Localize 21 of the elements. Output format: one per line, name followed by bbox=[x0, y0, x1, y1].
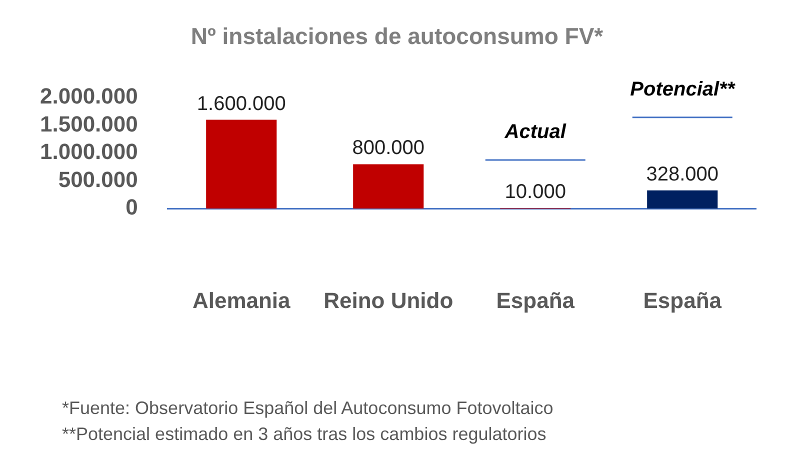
y-tick-label: 0 bbox=[126, 194, 138, 220]
data-label: 1.600.000 bbox=[196, 92, 286, 115]
data-label: 800.000 bbox=[352, 137, 425, 160]
chart-title: Nº instalaciones de autoconsumo FV* bbox=[190, 23, 604, 50]
bar bbox=[647, 190, 718, 209]
x-tick-label: España bbox=[496, 288, 576, 313]
bar bbox=[206, 120, 277, 209]
x-tick-label: España bbox=[643, 288, 722, 313]
bar bbox=[353, 164, 424, 209]
y-tick-label: 500.000 bbox=[58, 166, 138, 192]
x-tick-label: Reino Unido bbox=[324, 288, 454, 313]
annotation: Actual bbox=[504, 121, 566, 144]
data-label: 328.000 bbox=[646, 163, 719, 186]
annotation: Potencial** bbox=[630, 78, 736, 100]
data-label: 10.000 bbox=[504, 181, 566, 204]
x-tick-label: Alemania bbox=[192, 288, 292, 313]
text: *Fuente: Observatorio Español del Autoconsumo Fotovoltaico bbox=[62, 397, 554, 420]
y-tick-label: 1.500.000 bbox=[40, 111, 138, 136]
y-tick-label: 1.000.000 bbox=[40, 139, 138, 164]
text: **Potencial estimado en 3 años tras los cambios regulatorios bbox=[62, 423, 548, 446]
y-tick-label: 2.000.000 bbox=[40, 84, 138, 109]
